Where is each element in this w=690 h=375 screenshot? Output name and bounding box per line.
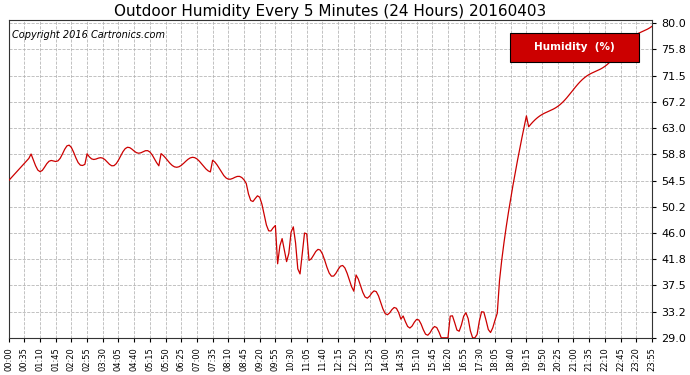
FancyBboxPatch shape: [511, 33, 639, 62]
Text: Humidity  (%): Humidity (%): [534, 42, 615, 52]
Text: Copyright 2016 Cartronics.com: Copyright 2016 Cartronics.com: [12, 30, 165, 40]
Title: Outdoor Humidity Every 5 Minutes (24 Hours) 20160403: Outdoor Humidity Every 5 Minutes (24 Hou…: [114, 4, 546, 19]
